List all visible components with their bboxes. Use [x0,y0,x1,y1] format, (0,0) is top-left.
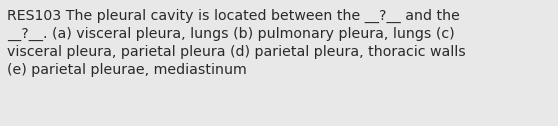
Text: RES103 The pleural cavity is located between the __?__ and the
__?__. (a) viscer: RES103 The pleural cavity is located bet… [7,9,465,77]
